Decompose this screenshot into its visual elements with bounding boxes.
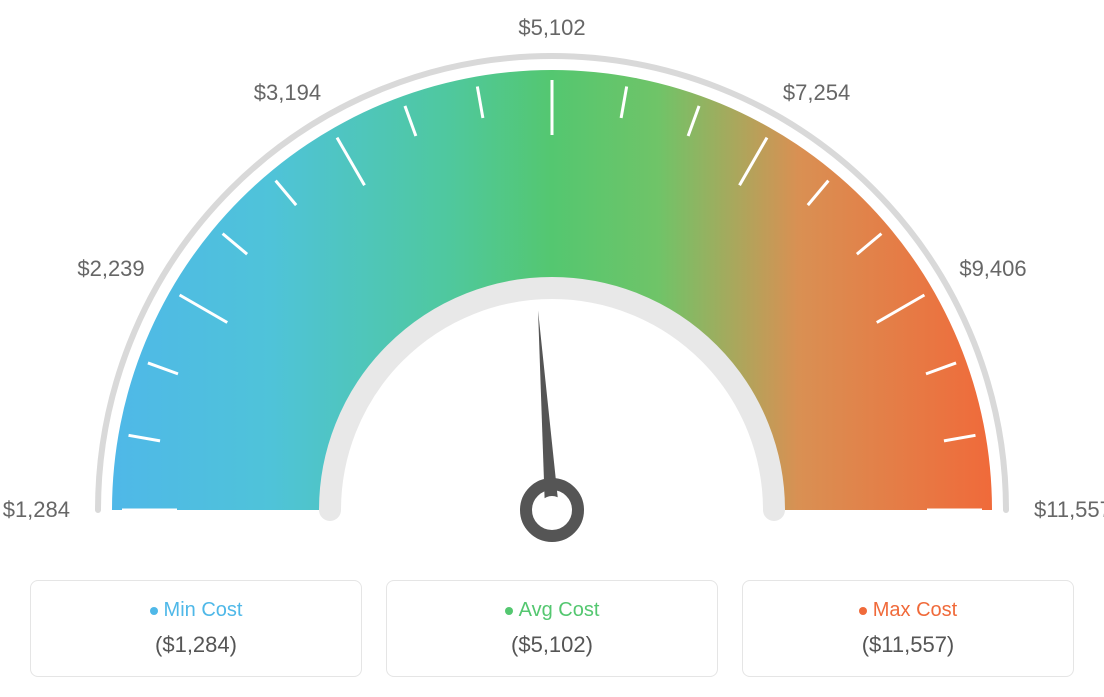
dot-icon	[505, 607, 513, 615]
dot-icon	[150, 607, 158, 615]
legend-max-value: ($11,557)	[753, 632, 1063, 658]
legend-min-title: Min Cost	[41, 599, 351, 622]
legend-card-max: Max Cost ($11,557)	[742, 580, 1074, 677]
gauge-tick-label: $2,239	[77, 256, 144, 282]
gauge-tick-label: $1,284	[3, 497, 70, 523]
legend-row: Min Cost ($1,284) Avg Cost ($5,102) Max …	[20, 580, 1084, 677]
gauge-svg	[20, 20, 1084, 560]
legend-max-title: Max Cost	[753, 599, 1063, 622]
legend-min-value: ($1,284)	[41, 632, 351, 658]
gauge-tick-label: $5,102	[518, 15, 585, 41]
dot-icon	[859, 607, 867, 615]
legend-avg-value: ($5,102)	[397, 632, 707, 658]
legend-card-min: Min Cost ($1,284)	[30, 580, 362, 677]
legend-max-label: Max Cost	[873, 599, 957, 621]
gauge-tick-label: $7,254	[783, 80, 850, 106]
gauge-tick-label: $3,194	[254, 80, 321, 106]
legend-avg-label: Avg Cost	[519, 599, 600, 621]
legend-card-avg: Avg Cost ($5,102)	[386, 580, 718, 677]
gauge-chart: $1,284$2,239$3,194$5,102$7,254$9,406$11,…	[20, 20, 1084, 560]
legend-avg-title: Avg Cost	[397, 599, 707, 622]
gauge-tick-label: $11,557	[1034, 497, 1104, 523]
gauge-tick-label: $9,406	[959, 256, 1026, 282]
legend-min-label: Min Cost	[164, 599, 243, 621]
